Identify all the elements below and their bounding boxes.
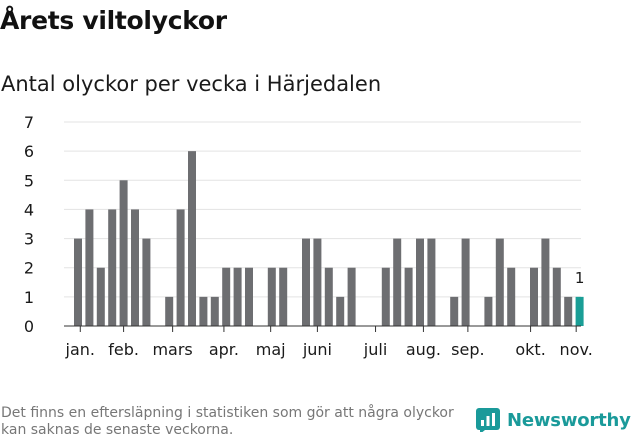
bar <box>85 209 94 326</box>
bar <box>564 296 573 326</box>
bar <box>393 238 402 326</box>
bar <box>507 267 516 326</box>
x-tick-label: apr. <box>209 340 239 359</box>
bar <box>165 296 174 326</box>
bar <box>495 238 504 326</box>
x-tick-label: juli <box>363 340 387 359</box>
highlight-bar <box>575 296 584 326</box>
bar <box>461 238 470 326</box>
bar <box>324 267 333 326</box>
newsworthy-logo-icon <box>476 408 500 432</box>
bar <box>176 209 185 326</box>
y-tick-label: 2 <box>24 259 34 278</box>
bar <box>313 238 322 326</box>
chart-subtitle: Antal olyckor per vecka i Härjedalen <box>1 72 382 96</box>
bar <box>267 267 276 326</box>
bar <box>96 267 105 326</box>
bar <box>427 238 436 326</box>
x-tick-label: sep. <box>451 340 484 359</box>
bar <box>541 238 550 326</box>
bar-chart: 0 1 2 3 4 5 6 7 1 jan. feb. mars apr. maj juni juli au… <box>24 113 593 359</box>
bar <box>336 296 345 326</box>
bar <box>347 267 356 326</box>
bar <box>131 209 139 326</box>
bar <box>245 267 253 326</box>
bar <box>74 238 82 326</box>
bar <box>233 267 242 326</box>
bar <box>302 238 310 326</box>
bar <box>381 267 390 326</box>
bar <box>279 267 288 326</box>
y-tick-label: 0 <box>24 317 34 336</box>
bar <box>450 296 459 326</box>
bar <box>142 238 151 326</box>
x-tick-label: juni <box>302 340 332 359</box>
y-tick-label: 4 <box>24 200 34 219</box>
bar <box>210 296 219 326</box>
bars: 1 <box>64 151 585 327</box>
x-axis-ticks: jan. feb. mars apr. maj juni juli aug. sep. okt. n… <box>65 326 593 359</box>
x-tick-label: jan. <box>65 340 95 359</box>
bar <box>404 267 413 326</box>
x-tick-label: okt. <box>515 340 545 359</box>
bar <box>188 151 196 326</box>
bar <box>108 209 117 326</box>
x-tick-label: maj <box>256 340 286 359</box>
data-label: 1 <box>575 269 585 287</box>
bar <box>416 238 424 326</box>
bar <box>222 267 231 326</box>
bar <box>119 180 128 326</box>
x-tick-label: aug. <box>406 340 441 359</box>
footnote: Det finns en eftersläpning i statistiken… <box>1 405 454 438</box>
bar <box>530 267 538 326</box>
bar <box>552 267 561 326</box>
y-tick-label: 7 <box>24 113 34 132</box>
brand-logo: Newsworthy <box>476 408 631 432</box>
y-axis-ticks: 0 1 2 3 4 5 6 7 <box>24 113 34 336</box>
brand-name: Newsworthy <box>507 409 631 431</box>
x-tick-label: feb. <box>108 340 139 359</box>
y-tick-label: 6 <box>24 142 34 161</box>
x-tick-label: mars <box>152 340 192 359</box>
bar <box>199 296 208 326</box>
y-tick-label: 1 <box>24 288 34 307</box>
x-tick-label: nov. <box>560 340 593 359</box>
y-tick-label: 5 <box>24 171 34 190</box>
y-tick-label: 3 <box>24 230 34 249</box>
chart-title: Årets viltolyckor <box>0 6 227 35</box>
bar <box>484 296 493 326</box>
